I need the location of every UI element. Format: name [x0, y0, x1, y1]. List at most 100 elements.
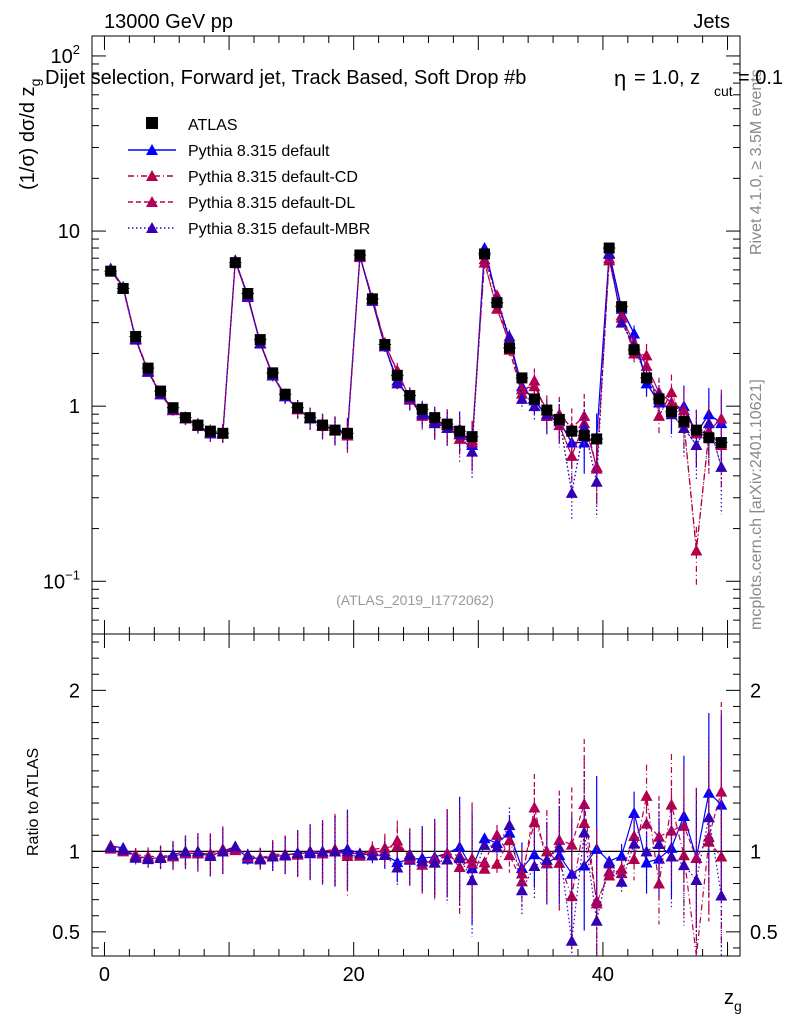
- ratio-marker-dl: [503, 849, 516, 861]
- legend-marker-mbr: [146, 222, 158, 233]
- atlas-marker: [603, 242, 615, 254]
- marker-dl: [528, 374, 541, 386]
- marker-mbr: [466, 445, 479, 457]
- series-line-mbr: [359, 255, 473, 452]
- y-tick-label: 102: [51, 42, 80, 68]
- ratio-y-tick-label-left: 1: [69, 841, 80, 863]
- ratio-marker-dl: [528, 801, 541, 813]
- ratio-marker-dl: [640, 817, 653, 829]
- x-tick-label: 20: [343, 964, 365, 986]
- series-line-default: [483, 247, 597, 444]
- ratio-y-tick-label-right: 0.5: [750, 922, 778, 944]
- ratio-marker-mbr: [142, 853, 155, 865]
- marker-dl: [590, 462, 603, 474]
- atlas-marker: [491, 297, 503, 309]
- atlas-marker: [379, 339, 391, 351]
- marker-mbr: [578, 421, 591, 433]
- ratio-marker-mbr: [304, 845, 317, 857]
- atlas-marker: [715, 437, 727, 449]
- legend-marker-dl: [146, 196, 158, 207]
- ratio-marker-mbr: [191, 845, 204, 857]
- ratio-y-tick-label-right: 2: [750, 680, 761, 702]
- ratio-marker-mbr: [279, 849, 292, 861]
- ratio-marker-mbr: [690, 874, 703, 886]
- ratio-marker-dl: [441, 847, 454, 859]
- marker-cd: [665, 386, 678, 398]
- legend-marker-cd: [146, 170, 158, 181]
- selection-title-main: Dijet selection, Forward jet, Track Base…: [45, 67, 526, 89]
- ratio-marker-dl: [466, 857, 479, 869]
- ratio-marker-default: [640, 856, 653, 868]
- ratio-marker-mbr: [403, 849, 416, 861]
- selection-sub: cut: [714, 83, 733, 99]
- ratio-line-cd: [110, 795, 722, 957]
- ratio-marker-mbr: [154, 851, 167, 863]
- atlas-marker: [678, 415, 690, 427]
- atlas-marker: [429, 412, 441, 424]
- atlas-marker: [329, 424, 341, 436]
- atlas-marker: [204, 425, 216, 437]
- atlas-marker: [553, 413, 565, 425]
- ratio-marker-mbr: [266, 850, 279, 862]
- marker-mbr: [391, 377, 404, 389]
- atlas-marker: [616, 301, 628, 313]
- atlas-marker: [628, 344, 640, 356]
- ratio-ylabel: Ratio to ATLAS: [25, 748, 42, 856]
- atlas-marker: [341, 427, 353, 439]
- ratio-marker-dl: [565, 838, 578, 850]
- marker-dl: [715, 412, 728, 424]
- atlas-marker: [653, 393, 665, 405]
- legend-label-cd: Pythia 8.315 default-CD: [188, 169, 358, 186]
- selection-tail: = 0.1: [738, 67, 783, 89]
- ratio-panel-frame: [91, 633, 741, 957]
- atlas-marker: [466, 431, 478, 443]
- ratio-marker-mbr: [715, 889, 728, 901]
- y-tick-label: 1: [69, 396, 80, 418]
- ratio-marker-default: [615, 849, 628, 861]
- atlas-marker: [591, 433, 603, 445]
- legend-marker-default: [146, 144, 158, 155]
- legend-label-atlas: ATLAS: [188, 117, 238, 134]
- ratio-marker-mbr: [329, 845, 341, 857]
- x-tick-label: 0: [99, 964, 110, 986]
- atlas-marker: [404, 390, 416, 402]
- ratio-marker-mbr: [378, 848, 391, 860]
- ratio-marker-mbr: [628, 837, 641, 849]
- atlas-marker: [703, 432, 715, 444]
- ratio-marker-mbr: [590, 914, 603, 926]
- ratio-marker-mbr: [702, 811, 715, 823]
- atlas-marker: [391, 369, 403, 381]
- atlas-marker: [130, 330, 142, 342]
- marker-mbr: [590, 475, 603, 487]
- ratio-marker-mbr: [229, 840, 242, 852]
- marker-mbr: [565, 486, 578, 498]
- ratio-marker-dl: [478, 856, 491, 868]
- mcplots-label: mcplots.cern.ch [arXiv:2401.10621]: [748, 379, 765, 630]
- ratio-marker-mbr: [565, 934, 578, 946]
- atlas-marker: [304, 412, 316, 424]
- atlas-marker: [366, 293, 378, 305]
- series-path-dl: [110, 255, 722, 469]
- ratio-marker-mbr: [453, 852, 466, 864]
- ratio-y-tick-label-right: 1: [750, 841, 761, 863]
- series-line-dl: [608, 258, 722, 434]
- ratio-marker-mbr: [466, 874, 479, 886]
- ratio-marker-dl: [715, 785, 728, 797]
- selection-param: = 1.0, z: [634, 67, 700, 89]
- ratio-marker-dl: [391, 834, 404, 846]
- marker-dl: [640, 359, 653, 371]
- ratio-marker-mbr: [640, 845, 653, 857]
- legend-label-dl: Pythia 8.315 default-DL: [188, 195, 355, 212]
- atlas-marker: [317, 419, 329, 431]
- atlas-marker: [167, 402, 179, 414]
- ratio-marker-mbr: [653, 838, 665, 850]
- ratio-marker-mbr: [540, 853, 553, 865]
- ratio-marker-mbr: [441, 853, 454, 865]
- atlas-marker: [528, 393, 540, 405]
- legend-marker-atlas: [146, 117, 158, 129]
- ratio-marker-default: [628, 807, 641, 819]
- atlas-marker: [541, 404, 553, 416]
- ratio-marker-dl: [615, 867, 628, 879]
- atlas-marker: [105, 265, 117, 277]
- atlas-marker: [192, 419, 204, 431]
